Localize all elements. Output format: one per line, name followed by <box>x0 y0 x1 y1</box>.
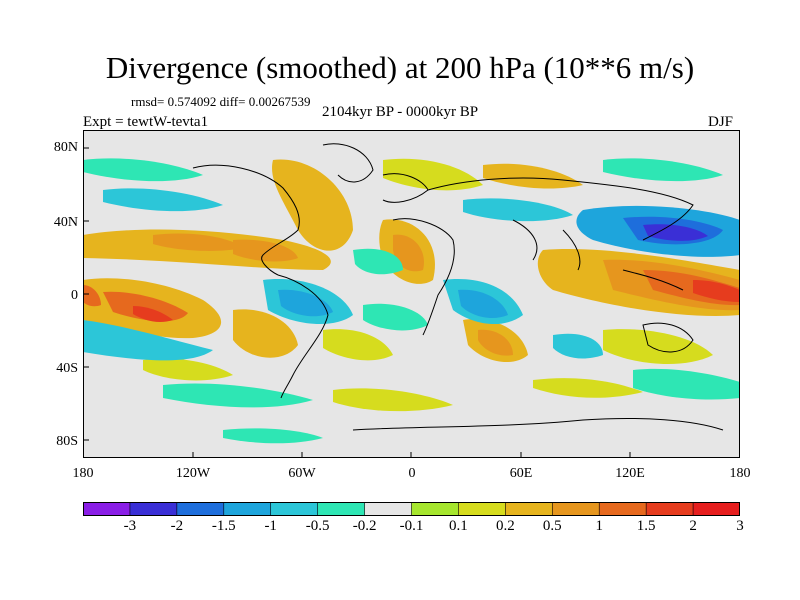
colorbar-swatch <box>692 502 740 516</box>
colorbar-swatch <box>83 502 131 516</box>
colorbar-label: -0.5 <box>305 518 330 534</box>
y-label-80n: 80N <box>53 140 78 155</box>
coastlines <box>192 143 724 431</box>
colorbar-swatch <box>505 502 554 516</box>
experiment-text: Expt = tewtW-tevta1 <box>83 114 209 130</box>
colorbar-label: 2 <box>689 518 697 534</box>
divergence-map <box>83 130 740 458</box>
colorbar-label: -2 <box>170 518 184 534</box>
colorbar-label: 0.1 <box>449 518 468 534</box>
colorbar-label: 3 <box>736 518 744 534</box>
colorbar-swatch <box>317 502 366 516</box>
colorbar-label: -1 <box>264 518 277 534</box>
y-label-eq: 0 <box>71 288 78 303</box>
colorbar-label: 1.5 <box>636 518 656 534</box>
colorbar-swatch <box>270 502 319 516</box>
x-label-120w: 120W <box>175 466 211 481</box>
colorbar-label: 0.2 <box>496 518 515 534</box>
colorbar-swatch <box>411 502 460 516</box>
x-label-120e: 120E <box>615 466 645 481</box>
colorbar-label: 1 <box>595 518 603 534</box>
y-label-80s: 80S <box>56 434 78 449</box>
y-label-40n: 40N <box>53 215 78 230</box>
colorbar-swatch <box>551 502 601 516</box>
colorbar-swatch <box>364 502 413 516</box>
negative-anomaly-fields <box>83 158 740 444</box>
y-label-40s: 40S <box>56 361 78 376</box>
x-label-60e: 60E <box>509 466 533 481</box>
colorbar-swatch <box>458 502 507 516</box>
colorbar-swatch <box>598 502 647 516</box>
period-text: 2104kyr BP - 0000kyr BP <box>322 104 479 120</box>
x-label-0: 0 <box>408 466 416 481</box>
stats-text: rmsd= 0.574092 diff= 0.00267539 <box>131 94 311 109</box>
colorbar-swatch <box>645 502 694 516</box>
positive-anomaly-fields <box>83 158 740 412</box>
colorbar-label: -0.1 <box>399 518 424 534</box>
colorbar-swatch <box>223 502 272 516</box>
colorbar <box>83 502 740 516</box>
season-text: DJF <box>708 114 734 130</box>
colorbar-swatch <box>129 502 178 516</box>
plot-title: Divergence (smoothed) at 200 hPa (10**6 … <box>105 50 695 85</box>
colorbar-label: -1.5 <box>211 518 236 534</box>
x-label-180e: 180 <box>729 466 751 481</box>
x-label-180w: 180 <box>72 466 94 481</box>
colorbar-swatch <box>176 502 225 516</box>
x-label-60w: 60W <box>288 466 316 481</box>
colorbar-label: -0.2 <box>352 518 377 534</box>
map-ticks <box>83 147 631 458</box>
colorbar-label: -3 <box>123 518 137 534</box>
colorbar-label: 0.5 <box>542 518 562 534</box>
